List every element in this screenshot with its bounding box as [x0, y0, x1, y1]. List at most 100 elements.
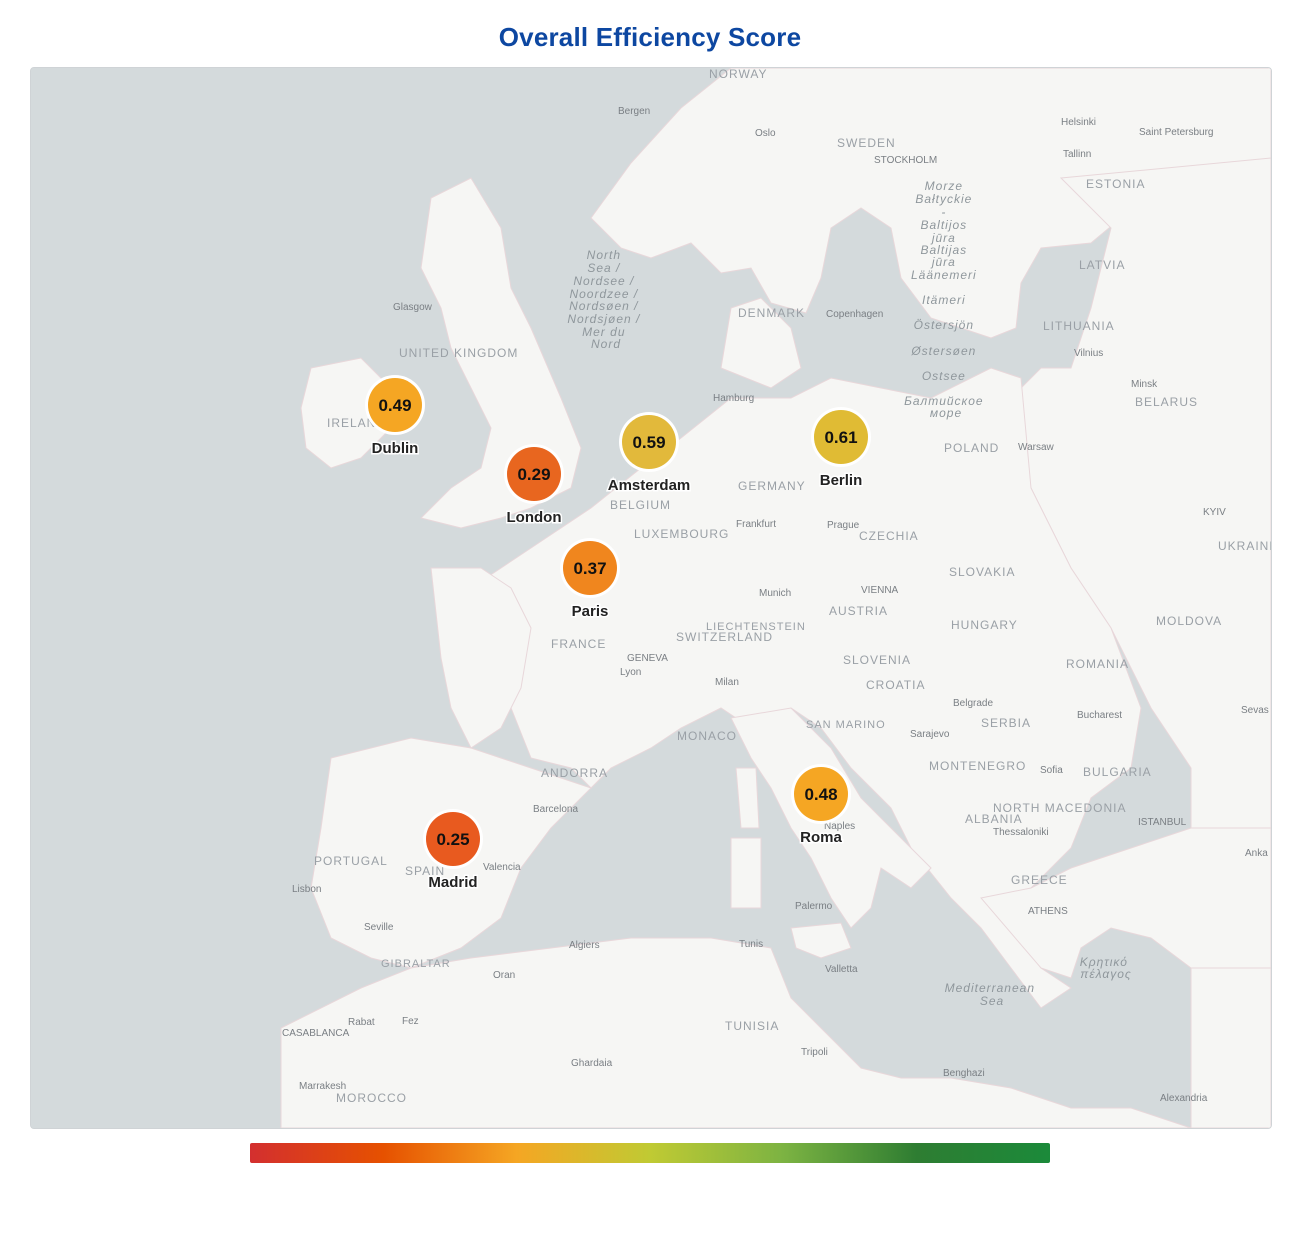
city-label: Oslo	[755, 128, 776, 139]
marker-value: 0.59	[632, 433, 665, 452]
country-label: BULGARIA	[1083, 765, 1152, 779]
city-label: Copenhagen	[826, 309, 883, 320]
city-label: Ghardaia	[571, 1058, 613, 1069]
country-label: AUSTRIA	[829, 604, 888, 618]
land-sardinia	[730, 837, 762, 909]
country-label: NORTH MACEDONIA	[993, 801, 1126, 815]
city-label: Algiers	[569, 940, 600, 951]
country-label: MOROCCO	[336, 1091, 407, 1105]
country-label: NORWAY	[709, 68, 767, 81]
land-sicily	[790, 922, 852, 959]
city-label: Tallinn	[1063, 149, 1091, 160]
city-label: Tripoli	[801, 1047, 828, 1058]
country-label: SWITZERLAND	[676, 630, 773, 644]
city-marker-london[interactable]: 0.29 London	[504, 444, 564, 528]
marker-value: 0.29	[517, 465, 550, 484]
color-scale-legend	[250, 1143, 1050, 1163]
country-label: LIECHTENSTEIN	[706, 621, 806, 633]
city-label: Belgrade	[953, 698, 993, 709]
land-corsica	[735, 767, 760, 829]
city-label: Benghazi	[943, 1068, 985, 1079]
city-label: Saint Petersburg	[1139, 127, 1214, 138]
city-label: Bergen	[618, 106, 650, 117]
land-north-africa	[280, 937, 1192, 1128]
city-label: Rabat	[348, 1017, 375, 1028]
city-label: Barcelona	[533, 804, 578, 815]
land-balkans-turkey	[980, 827, 1271, 979]
city-label: CASABLANCA	[282, 1028, 350, 1039]
city-label: Bucharest	[1077, 710, 1122, 721]
country-label: GERMANY	[738, 479, 806, 493]
marker-city-name: Dublin	[372, 440, 419, 457]
country-label: ANDORRA	[541, 766, 608, 780]
city-marker-paris[interactable]: 0.37 Paris	[560, 538, 620, 622]
sea-label-cretan: Κρητικό πέλαγος	[1080, 955, 1133, 981]
marker-value: 0.25	[436, 830, 469, 849]
marker-circle[interactable]	[794, 767, 848, 821]
city-label: Minsk	[1131, 379, 1158, 390]
city-label: Prague	[827, 520, 860, 531]
country-label: BELGIUM	[610, 498, 671, 512]
sea-label-mediterranean: Mediterranean Sea	[945, 981, 1040, 1008]
city-label: Vilnius	[1074, 348, 1103, 359]
city-label: Anka	[1245, 848, 1268, 859]
city-label: Valencia	[483, 862, 521, 873]
land-ireland	[300, 357, 392, 469]
marker-city-name: Paris	[572, 603, 609, 620]
city-label: Alexandria	[1160, 1093, 1208, 1104]
country-label: SLOVENIA	[843, 653, 911, 667]
country-label-layer: NORWAY SWEDEN ESTONIA LATVIA LITHUANIA B…	[314, 68, 1271, 1105]
marker-city-name: Berlin	[820, 472, 863, 489]
country-label: ROMANIA	[1066, 657, 1129, 671]
marker-circle[interactable]	[368, 378, 422, 432]
marker-layer[interactable]: 0.49 Dublin 0.29 London 0.59 Amsterdam 0…	[365, 375, 871, 893]
country-label: SAN MARINO	[806, 719, 886, 731]
city-label: Valletta	[825, 964, 858, 975]
city-label: Seville	[364, 922, 394, 933]
country-label: LATVIA	[1079, 258, 1125, 272]
country-label: GREECE	[1011, 873, 1068, 887]
marker-circle[interactable]	[563, 541, 617, 595]
city-marker-dublin[interactable]: 0.49 Dublin	[365, 375, 425, 459]
sea-label-layer: North Sea / Nordsee / Noordzee / Nordsøe…	[567, 179, 1133, 1008]
city-label: Marrakesh	[299, 1081, 346, 1092]
country-label: MOLDOVA	[1156, 614, 1222, 628]
city-label: Sarajevo	[910, 729, 950, 740]
city-marker-amsterdam[interactable]: 0.59 Amsterdam	[606, 412, 692, 496]
city-label: Glasgow	[393, 302, 433, 313]
country-label: UKRAINE	[1218, 539, 1271, 553]
city-label: Thessaloniki	[993, 827, 1049, 838]
marker-circle[interactable]	[426, 812, 480, 866]
city-marker-madrid[interactable]: 0.25 Madrid	[423, 809, 483, 893]
marker-circle[interactable]	[622, 415, 676, 469]
marker-circle[interactable]	[507, 447, 561, 501]
marker-value: 0.49	[378, 396, 411, 415]
city-marker-berlin[interactable]: 0.61 Berlin	[811, 407, 871, 491]
city-label: Warsaw	[1018, 442, 1055, 453]
country-label: HUNGARY	[951, 618, 1018, 632]
marker-city-name: London	[507, 509, 562, 526]
land-scandinavia	[590, 68, 1271, 339]
country-label: CROATIA	[866, 678, 925, 692]
country-label: MONACO	[677, 729, 737, 743]
map-container[interactable]: NORWAY SWEDEN ESTONIA LATVIA LITHUANIA B…	[30, 67, 1272, 1129]
sea-label-north-sea: North Sea / Nordsee / Noordzee / Nordsøe…	[567, 248, 644, 351]
map-canvas[interactable]: NORWAY SWEDEN ESTONIA LATVIA LITHUANIA B…	[31, 68, 1271, 1128]
city-label: KYIV	[1203, 507, 1226, 518]
marker-city-name: Amsterdam	[608, 477, 691, 494]
city-label: ATHENS	[1028, 906, 1068, 917]
city-label: GENEVA	[627, 653, 668, 664]
chart-title: Overall Efficiency Score	[498, 22, 802, 52]
marker-value: 0.61	[824, 428, 857, 447]
city-label: Lyon	[620, 667, 641, 678]
country-label: ESTONIA	[1086, 177, 1145, 191]
country-label: SLOVAKIA	[949, 565, 1015, 579]
marker-circle[interactable]	[814, 410, 868, 464]
city-label: Munich	[759, 588, 791, 599]
country-label: MONTENEGRO	[929, 759, 1026, 773]
city-marker-roma[interactable]: 0.48 Roma	[791, 764, 851, 848]
country-label: TUNISIA	[725, 1019, 779, 1033]
country-label: SWEDEN	[837, 136, 896, 150]
city-label: Milan	[715, 677, 739, 688]
city-label: Helsinki	[1061, 117, 1096, 128]
